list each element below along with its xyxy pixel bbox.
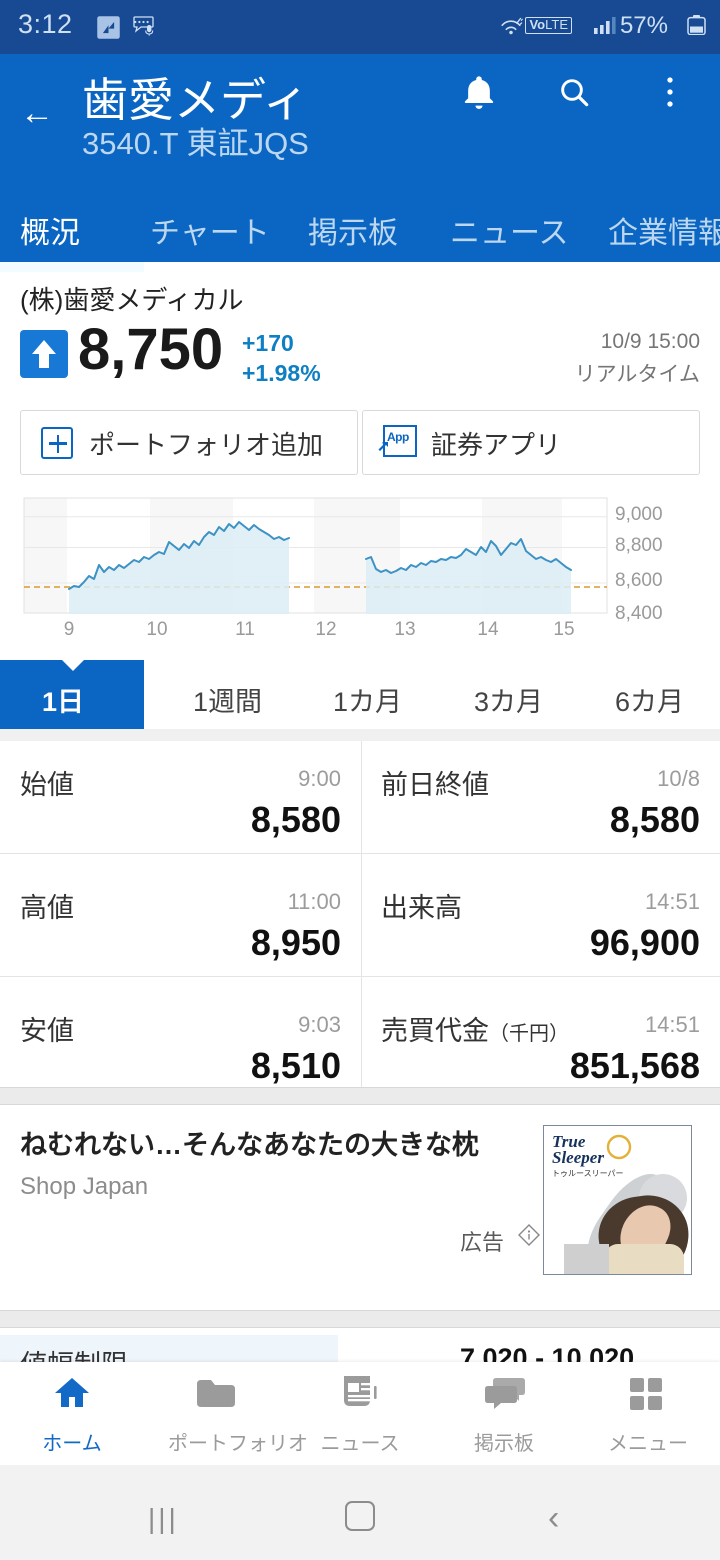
svg-text:9: 9: [64, 619, 75, 640]
svg-text:13: 13: [394, 619, 415, 640]
svg-text:8,400: 8,400: [615, 603, 663, 624]
svg-text:11: 11: [235, 619, 255, 640]
svg-text:9,000: 9,000: [615, 504, 663, 525]
svg-text:8,600: 8,600: [615, 570, 663, 591]
svg-text:10: 10: [146, 619, 167, 640]
svg-text:14: 14: [477, 619, 499, 640]
svg-text:12: 12: [315, 619, 336, 640]
svg-text:8,800: 8,800: [615, 535, 663, 556]
svg-text:15: 15: [553, 619, 574, 640]
